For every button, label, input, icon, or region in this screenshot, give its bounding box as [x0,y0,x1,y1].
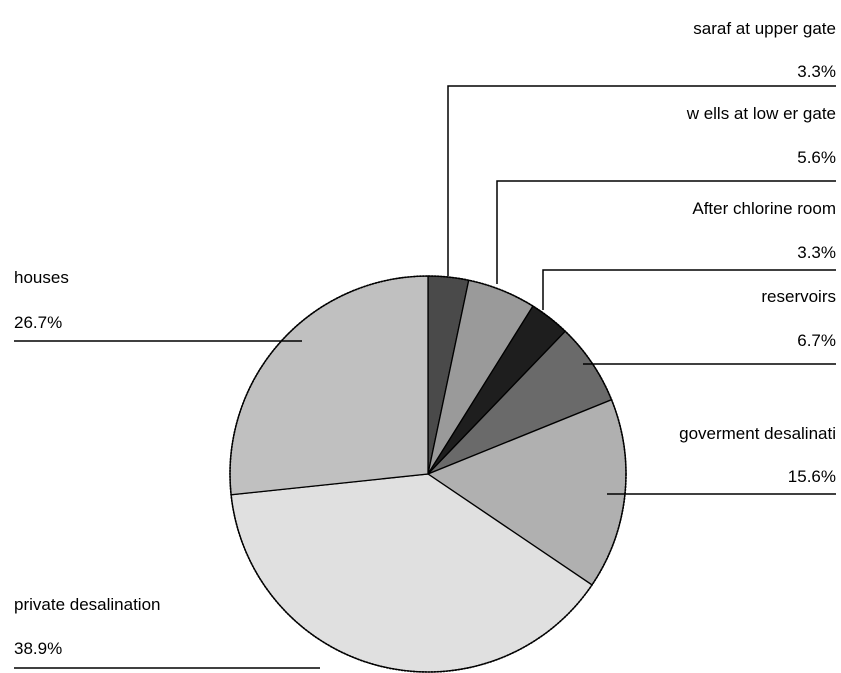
pie-slice-houses [229,275,429,496]
slice-label-reservoirs: reservoirs [761,287,836,306]
leader-line-saraf-at-upper-gate [447,85,836,276]
slice-label-after-chlorine-room: After chlorine room [692,199,836,218]
slice-percent-wells-at-lower-gate: 5.6% [797,148,836,167]
slice-label-wells-at-lower-gate: w ells at low er gate [686,104,836,123]
slice-label-goverment-desalinati: goverment desalinati [679,424,836,443]
slice-label-saraf-at-upper-gate: saraf at upper gate [693,19,836,38]
slice-label-houses: houses [14,268,69,287]
slice-percent-saraf-at-upper-gate: 3.3% [797,62,836,81]
leader-lines [14,85,836,669]
slice-label-private-desalination: private desalination [14,595,160,614]
leader-line-wells-at-lower-gate [496,180,836,284]
slice-labels: saraf at upper gate 3.3% w ells at low er … [14,19,836,658]
leader-line-after-chlorine-room [542,269,836,310]
pie-slices [229,275,627,673]
pie-outline [229,275,627,673]
slice-percent-goverment-desalinati: 15.6% [788,467,836,486]
slice-percent-reservoirs: 6.7% [797,331,836,350]
slice-percent-private-desalination: 38.9% [14,639,62,658]
slice-percent-houses: 26.7% [14,313,62,332]
slice-percent-after-chlorine-room: 3.3% [797,243,836,262]
